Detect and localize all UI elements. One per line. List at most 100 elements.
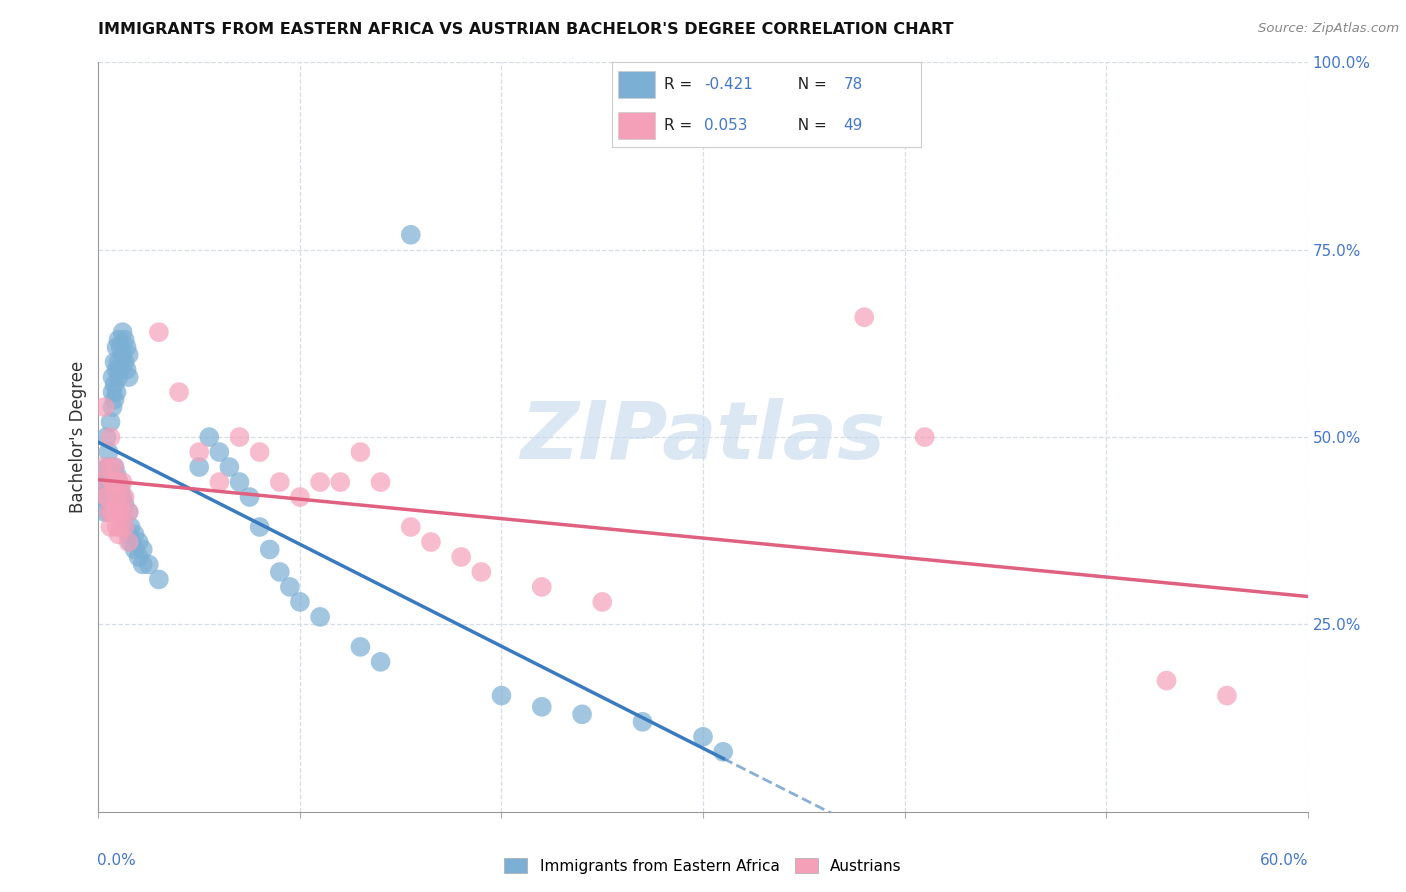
Point [101, 505, 124, 519]
Point [167, 385, 190, 400]
Point [631, 714, 654, 729]
Point [208, 445, 231, 459]
Point [97, 445, 120, 459]
Point [105, 385, 128, 400]
Point [329, 475, 352, 489]
Point [118, 505, 141, 519]
Point [107, 527, 129, 541]
Point [93, 475, 115, 489]
Point [100, 415, 122, 429]
Point [100, 520, 122, 534]
Text: 49: 49 [844, 118, 863, 133]
Point [100, 467, 122, 482]
Point [115, 362, 138, 376]
Point [118, 527, 141, 541]
Point [278, 580, 301, 594]
FancyBboxPatch shape [617, 71, 655, 98]
Point [114, 355, 136, 369]
Point [101, 490, 124, 504]
Point [100, 460, 122, 475]
Point [97, 490, 120, 504]
Point [96, 475, 118, 489]
Point [100, 483, 122, 497]
Point [111, 348, 134, 362]
Point [115, 340, 138, 354]
Point [91, 460, 114, 475]
Point [103, 475, 125, 489]
Point [188, 460, 211, 475]
Text: -0.421: -0.421 [704, 77, 754, 92]
Point [370, 475, 392, 489]
Point [107, 475, 129, 489]
Point [711, 745, 734, 759]
Text: IMMIGRANTS FROM EASTERN AFRICA VS AUSTRIAN BACHELOR'S DEGREE CORRELATION CHART: IMMIGRANTS FROM EASTERN AFRICA VS AUSTRI… [98, 22, 953, 37]
Point [148, 325, 170, 339]
Point [249, 520, 271, 534]
Point [118, 348, 141, 362]
Point [111, 505, 134, 519]
Point [103, 460, 125, 475]
Point [97, 505, 120, 519]
Point [124, 542, 146, 557]
Point [208, 475, 231, 489]
Point [288, 595, 311, 609]
Point [269, 475, 291, 489]
Point [107, 475, 129, 489]
Point [399, 520, 422, 534]
Point [110, 362, 132, 376]
Point [132, 542, 155, 557]
Point [218, 460, 240, 475]
Point [239, 490, 262, 504]
Point [111, 505, 134, 519]
Point [470, 565, 492, 579]
Point [97, 490, 120, 504]
Text: Source: ZipAtlas.com: Source: ZipAtlas.com [1258, 22, 1399, 36]
Point [101, 475, 124, 489]
Text: R =: R = [664, 77, 697, 92]
Point [110, 490, 132, 504]
Point [100, 430, 122, 444]
Point [420, 535, 443, 549]
Point [188, 445, 211, 459]
Point [124, 527, 146, 541]
Point [198, 430, 221, 444]
Point [91, 490, 114, 504]
Point [114, 520, 136, 534]
Point [96, 430, 118, 444]
Point [96, 490, 118, 504]
Point [853, 310, 876, 325]
Point [101, 400, 124, 414]
FancyBboxPatch shape [617, 112, 655, 139]
Point [93, 505, 115, 519]
Y-axis label: Bachelor's Degree: Bachelor's Degree [69, 361, 87, 513]
Point [128, 549, 150, 564]
Point [491, 689, 513, 703]
Point [107, 370, 129, 384]
Point [1216, 689, 1239, 703]
Point [370, 655, 392, 669]
Point [530, 580, 553, 594]
Point [269, 565, 291, 579]
Point [309, 475, 332, 489]
Point [138, 558, 160, 572]
Point [110, 520, 132, 534]
Point [1156, 673, 1178, 688]
Point [107, 333, 129, 347]
Text: N =: N = [787, 118, 831, 133]
Point [591, 595, 613, 609]
Point [110, 340, 132, 354]
Legend: Immigrants from Eastern Africa, Austrians: Immigrants from Eastern Africa, Austrian… [498, 852, 908, 880]
Point [259, 542, 281, 557]
Point [103, 377, 125, 392]
Point [132, 558, 155, 572]
Point [249, 445, 271, 459]
Point [120, 535, 142, 549]
Point [107, 505, 129, 519]
Point [103, 460, 125, 475]
Point [97, 505, 120, 519]
Point [105, 490, 128, 504]
Point [114, 490, 136, 504]
Point [309, 610, 332, 624]
Point [91, 464, 114, 478]
Point [105, 483, 128, 497]
